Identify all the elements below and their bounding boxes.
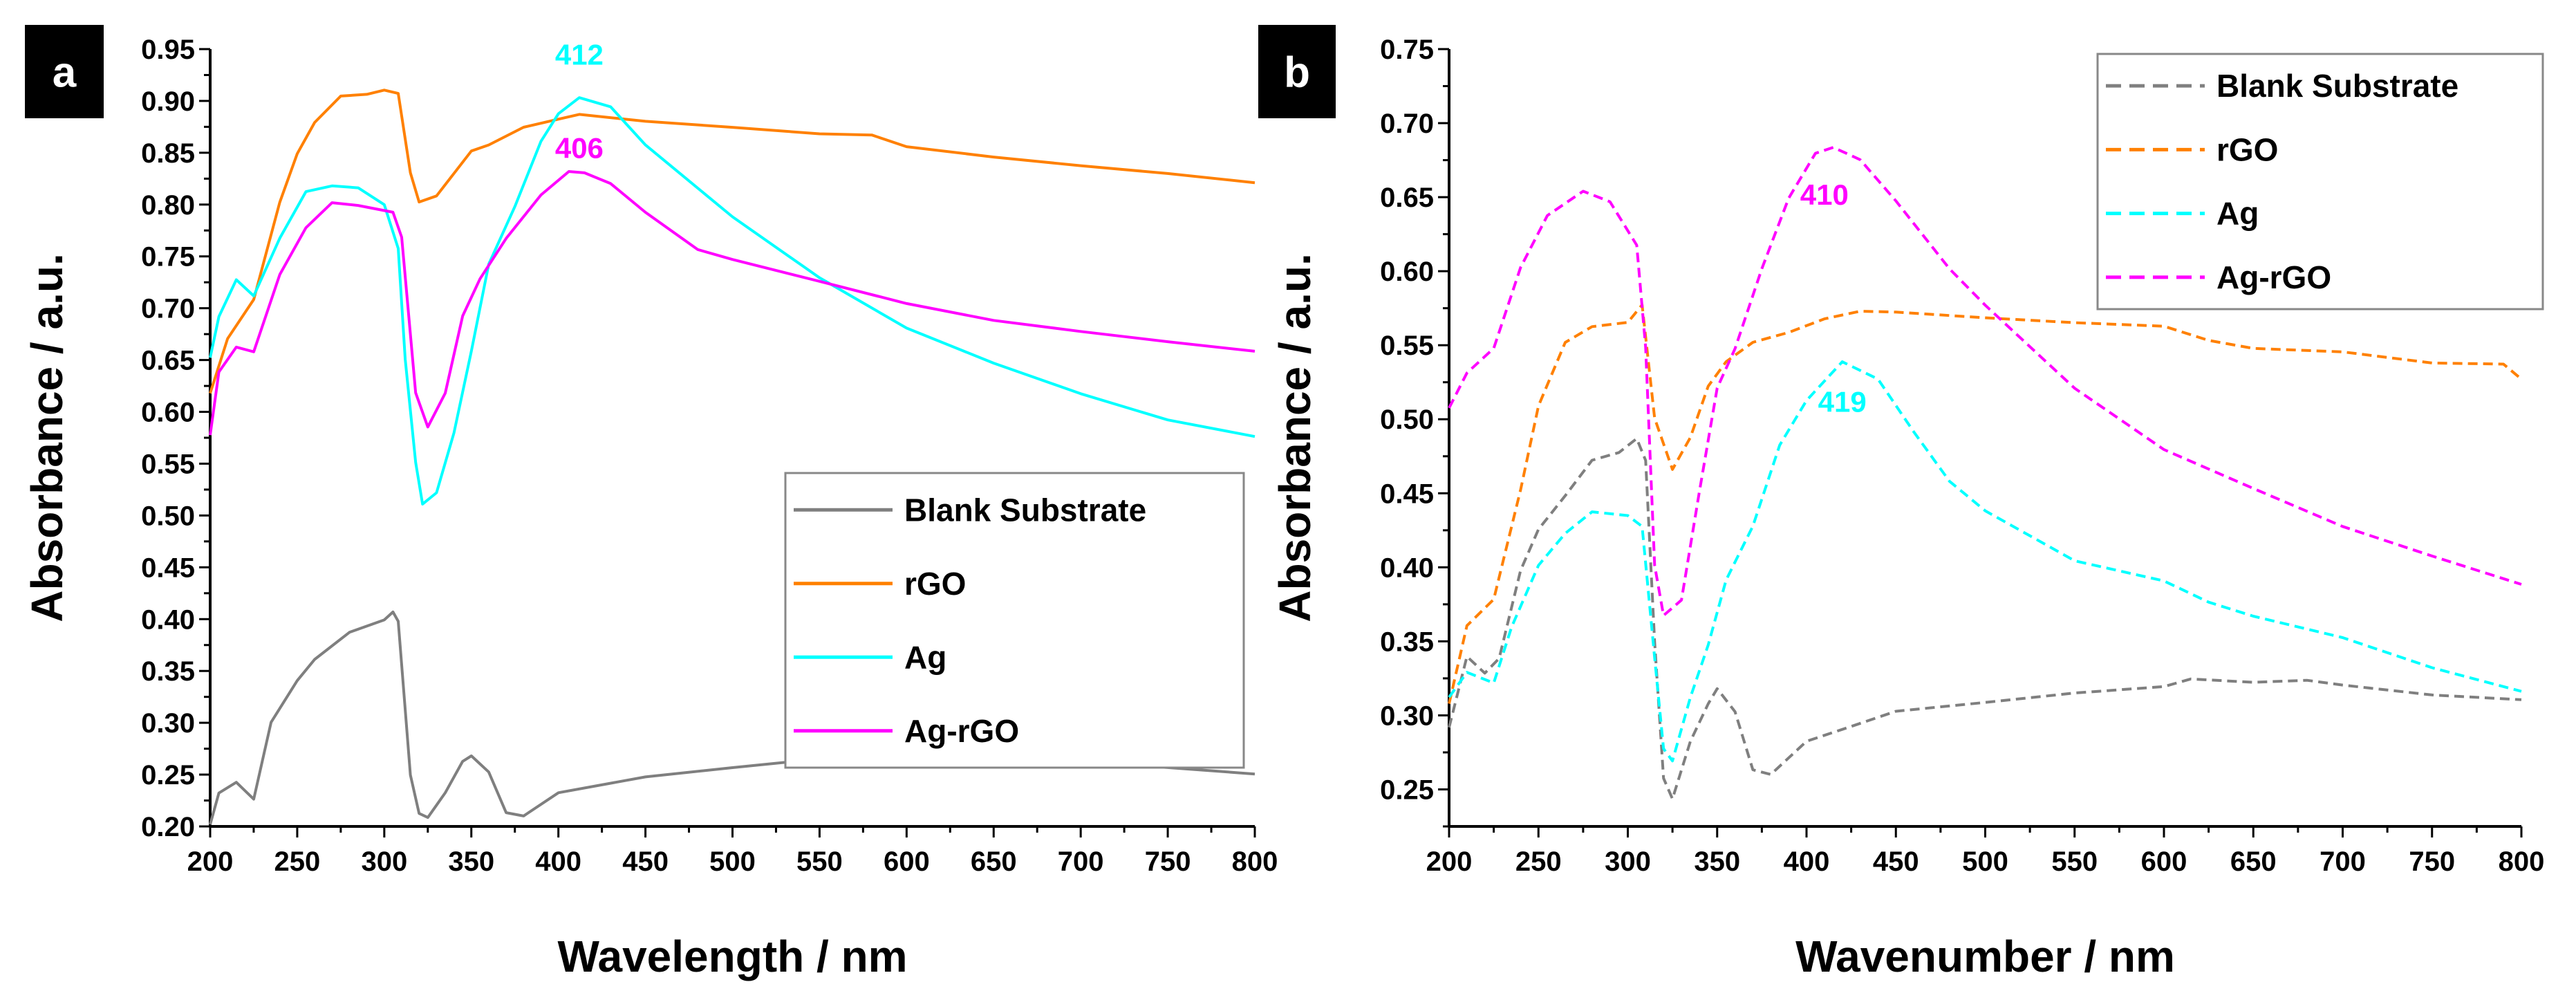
legend-label: Blank Substrate	[904, 492, 1146, 528]
y-tick-label: 0.80	[141, 190, 195, 221]
x-tick-label: 450	[622, 846, 669, 877]
y-tick-label: 0.50	[141, 501, 195, 531]
legend-label: Ag	[2216, 196, 2259, 232]
y-tick-label: 0.70	[141, 294, 195, 324]
panel-label: b	[1284, 49, 1310, 97]
panel-badge	[25, 25, 104, 118]
panel-badge	[1258, 25, 1336, 118]
x-axis-title: Wavelength / nm	[557, 932, 907, 981]
series-line-blank-substrate	[1448, 437, 2522, 801]
y-tick-label: 0.50	[1380, 405, 1434, 435]
x-tick-label: 200	[187, 846, 234, 877]
x-tick-label: 500	[1962, 846, 2008, 877]
x-tick-label: 300	[361, 846, 407, 877]
x-tick-label: 650	[971, 846, 1017, 877]
x-tick-label: 800	[2499, 846, 2545, 877]
y-tick-label: 0.40	[141, 604, 195, 635]
panel-label: a	[53, 49, 77, 97]
series-line-ag	[209, 96, 1256, 506]
y-tick-label: 0.30	[141, 708, 195, 739]
series-line-ag	[1448, 360, 2522, 763]
y-tick-label: 0.35	[141, 656, 195, 687]
legend-label: Ag-rGO	[2216, 259, 2331, 295]
legend-box	[2096, 53, 2544, 311]
y-tick-label: 0.60	[1380, 257, 1434, 287]
y-tick-label: 0.55	[141, 449, 195, 479]
legend-box	[784, 472, 1245, 769]
legend: Blank Substrate rGO Ag Ag-rGO	[2096, 53, 2544, 311]
y-tick-label: 0.95	[141, 35, 195, 65]
x-axis-title: Wavenumber / nm	[1795, 932, 2175, 981]
y-tick-label: 0.25	[1380, 775, 1434, 805]
series-line-ag-rgo	[209, 170, 1256, 436]
y-axis-title: Absorbance / a.u.	[1270, 253, 1320, 622]
x-tick-label: 300	[1605, 846, 1651, 877]
y-tick-label: 0.45	[1380, 479, 1434, 509]
y-tick-label: 0.55	[1380, 331, 1434, 361]
x-tick-label: 200	[1426, 846, 1473, 877]
y-tick-label: 0.60	[141, 398, 195, 428]
y-tick-label: 0.85	[141, 138, 195, 169]
x-tick-label: 750	[2409, 846, 2455, 877]
series-line-ag-rgo	[1448, 146, 2522, 617]
x-tick-label: 650	[2230, 846, 2277, 877]
x-tick-label: 600	[884, 846, 930, 877]
x-tick-label: 500	[709, 846, 756, 877]
legend-label: rGO	[904, 566, 966, 602]
x-tick-label: 800	[1232, 846, 1278, 877]
x-tick-label: 700	[1058, 846, 1104, 877]
x-tick-label: 700	[2320, 846, 2366, 877]
legend-label: Ag-rGO	[904, 713, 1019, 749]
y-tick-label: 0.45	[141, 553, 195, 583]
y-tick-label: 0.20	[141, 812, 195, 842]
peak-annotation: 419	[1818, 386, 1867, 418]
y-tick-label: 0.75	[1380, 35, 1434, 65]
y-tick-label: 0.25	[141, 760, 195, 790]
y-tick-label: 0.30	[1380, 701, 1434, 731]
legend-label: rGO	[2216, 131, 2278, 167]
panel-b: b 200 250 300 350 400 450 500 550 600 650 700 750 800…	[1258, 25, 2544, 981]
series-line-rgo	[1448, 303, 2523, 704]
x-tick-label: 750	[1145, 846, 1191, 877]
y-tick-label: 0.75	[141, 242, 195, 272]
y-tick-label: 0.35	[1380, 627, 1434, 657]
peak-annotation: 412	[555, 38, 604, 71]
panel-a: a 200 250 300 350 400 450 500 550 600 650 700 750 800…	[22, 25, 1278, 981]
x-tick-label: 400	[535, 846, 581, 877]
series-line-rgo	[209, 89, 1256, 394]
y-tick-label: 0.65	[141, 346, 195, 376]
x-tick-label: 250	[1515, 846, 1562, 877]
x-tick-label: 450	[1873, 846, 1919, 877]
x-tick-label: 350	[1694, 846, 1740, 877]
x-tick-label: 250	[274, 846, 321, 877]
peak-annotation: 406	[555, 131, 604, 164]
y-tick-label: 0.70	[1380, 109, 1434, 139]
y-tick-label: 0.65	[1380, 183, 1434, 213]
legend-label: Blank Substrate	[2216, 68, 2458, 104]
y-tick-label: 0.40	[1380, 553, 1434, 583]
peak-annotation: 410	[1800, 178, 1849, 211]
legend-label: Ag	[904, 639, 946, 675]
x-tick-label: 550	[796, 846, 843, 877]
y-axis-title: Absorbance / a.u.	[22, 253, 72, 622]
x-tick-label: 400	[1784, 846, 1830, 877]
x-tick-label: 550	[2051, 846, 2098, 877]
x-tick-label: 350	[448, 846, 494, 877]
legend: Blank Substrate rGO Ag Ag-rGO	[784, 472, 1245, 769]
x-tick-label: 600	[2141, 846, 2187, 877]
y-tick-label: 0.90	[141, 86, 195, 117]
